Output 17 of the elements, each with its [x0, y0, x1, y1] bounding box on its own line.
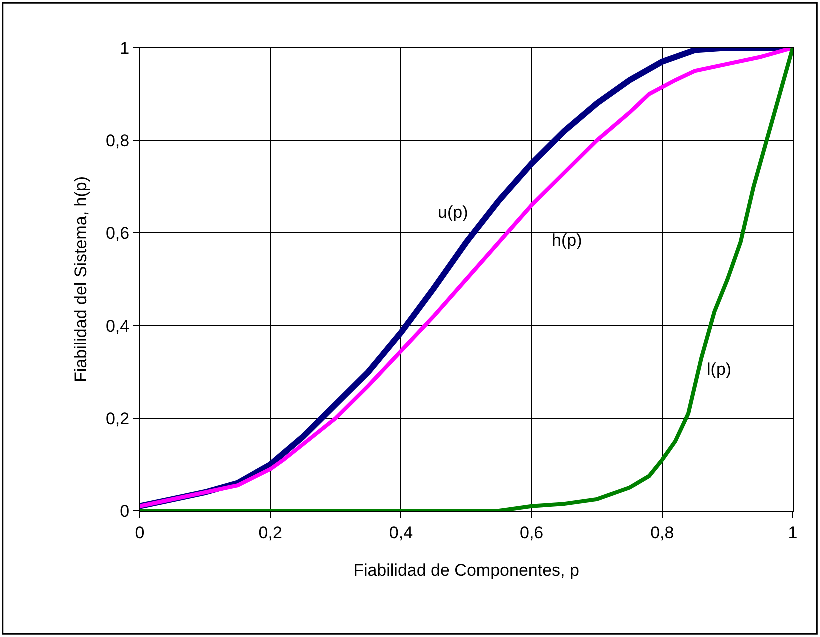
y-axis-title: Fiabilidad del Sistema, h(p): [72, 176, 91, 382]
y-tick-label: 0: [120, 502, 130, 521]
x-tick-label: 0,6: [520, 523, 544, 542]
x-tick-label: 0,4: [389, 523, 414, 542]
series-label: u(p): [438, 203, 468, 222]
series-label: h(p): [552, 231, 582, 250]
series-label: l(p): [707, 360, 732, 379]
x-tick-label: 1: [788, 523, 798, 542]
y-tick-label: 0,2: [106, 409, 130, 428]
x-tick-label: 0,2: [258, 523, 282, 542]
y-tick-label: 0,4: [106, 316, 130, 336]
x-tick-label: 0,8: [650, 523, 674, 542]
y-tick-label: 0,8: [106, 132, 130, 151]
x-axis-title: Fiabilidad de Componentes, p: [354, 560, 580, 580]
y-tick-label: 0,6: [106, 224, 130, 244]
x-tick-label: 0: [135, 523, 145, 542]
y-tick-label: 1: [120, 38, 130, 58]
